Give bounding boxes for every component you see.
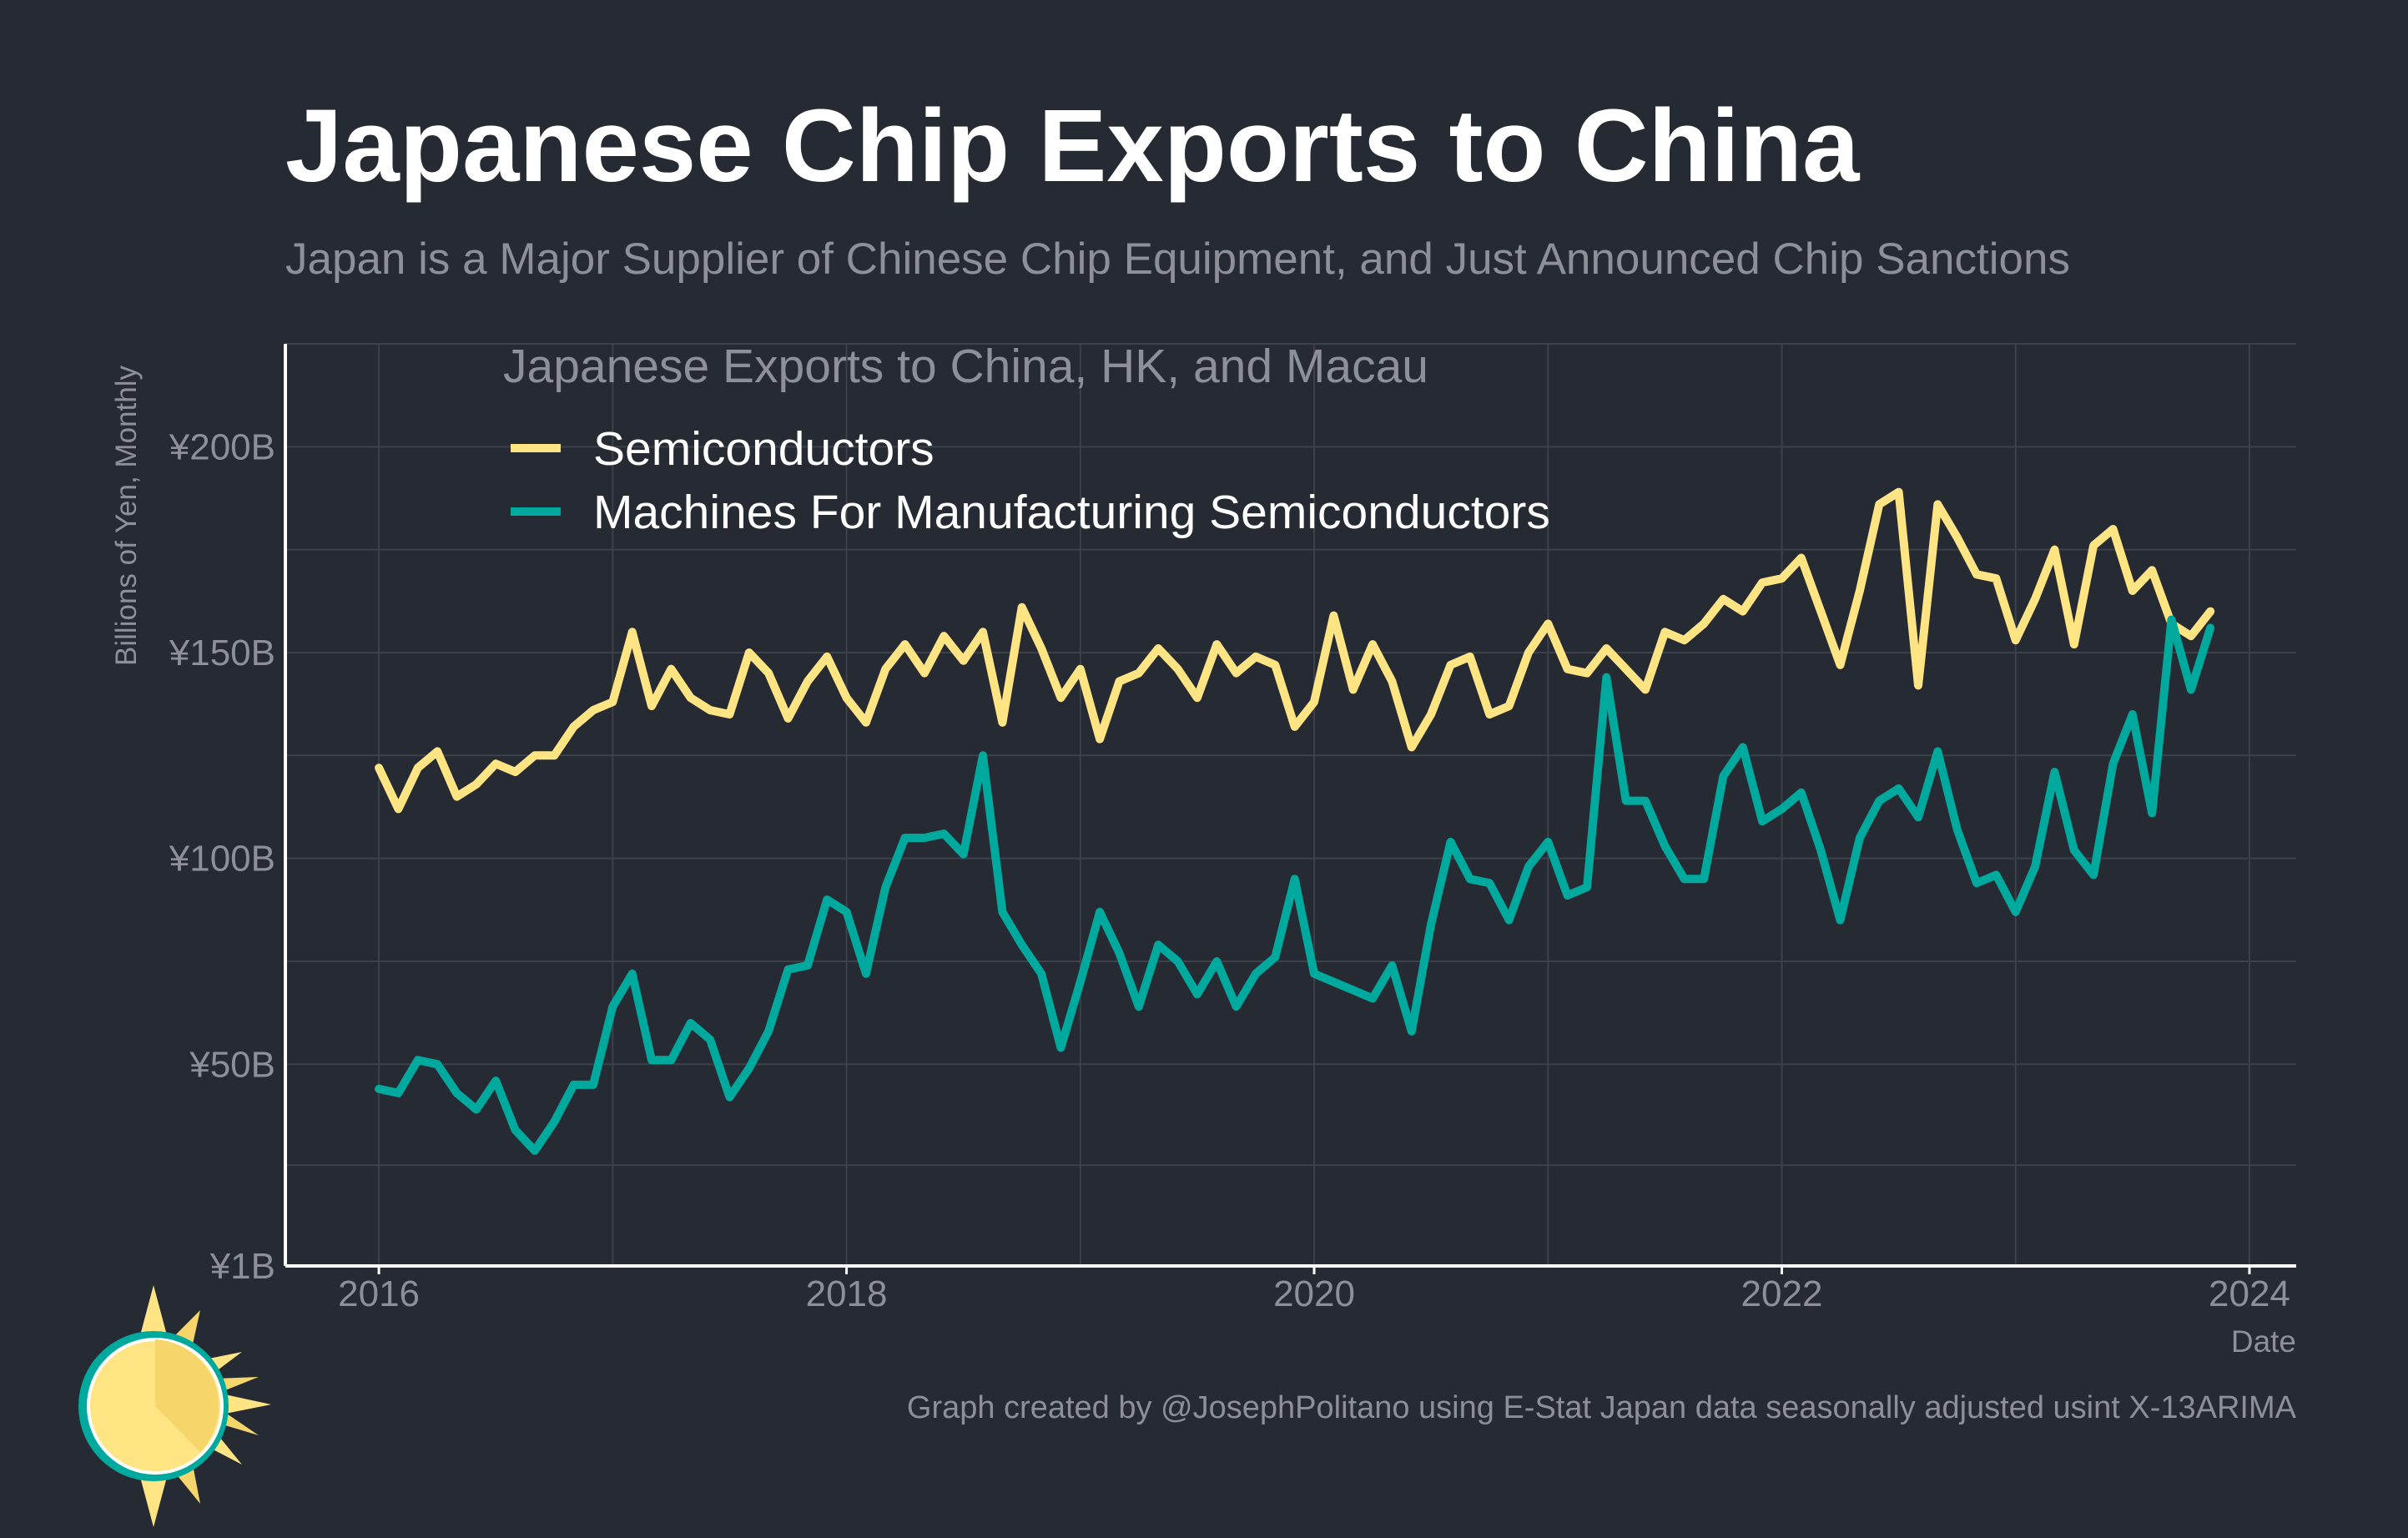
x-tick-labels: 2016 2018 2020 2022 2024 [338, 1266, 2290, 1314]
y-tick-label: ¥200B [169, 426, 275, 467]
x-tick-label: 2020 [1273, 1273, 1355, 1314]
chart-subtitle: Japan is a Major Supplier of Chinese Chi… [285, 234, 2070, 284]
series-line-semiconductors [375, 487, 2215, 814]
y-axis-label: Billions of Yen, Monthly [110, 366, 143, 666]
y-tick-labels: ¥1B ¥50B ¥100B ¥150B ¥200B [169, 426, 275, 1287]
legend-label-semiconductors: Semiconductors [593, 422, 934, 476]
axes [284, 344, 2296, 1268]
source-caption: Graph created by @JosephPolitano using E… [906, 1390, 2296, 1425]
x-tick-label: 2018 [806, 1273, 888, 1314]
series-lines [375, 487, 2215, 1155]
legend: Japanese Exports to China, HK, and Macau… [503, 340, 1550, 539]
y-tick-label: ¥100B [169, 839, 275, 880]
x-tick-label: 2022 [1741, 1273, 1823, 1314]
x-tick-label: 2016 [338, 1273, 420, 1314]
x-axis-label: Date [2231, 1324, 2296, 1359]
y-tick-label: ¥1B [209, 1246, 275, 1287]
y-tick-label: ¥50B [189, 1044, 275, 1085]
x-tick-label: 2024 [2209, 1273, 2290, 1314]
chart-title: Japanese Chip Exports to China [285, 89, 1860, 204]
series-line-machines [375, 615, 2215, 1155]
legend-label-machines: Machines For Manufacturing Semiconductor… [593, 486, 1550, 539]
sun-logo-icon [78, 1285, 271, 1527]
y-tick-label: ¥150B [169, 633, 275, 673]
legend-title: Japanese Exports to China, HK, and Macau [503, 340, 1428, 393]
grid [285, 343, 2296, 1267]
